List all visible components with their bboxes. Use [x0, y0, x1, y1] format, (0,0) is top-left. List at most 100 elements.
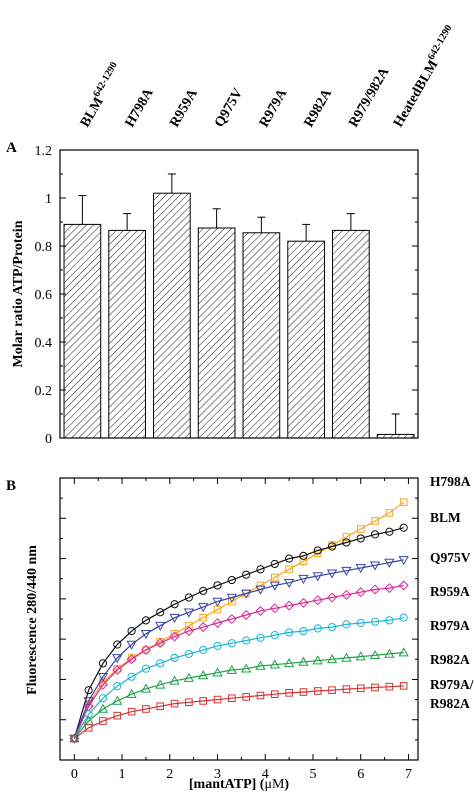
panel-a-y-axis-label: Molar ratio ATP/Protein	[11, 220, 26, 367]
panel-b-data-point	[283, 657, 295, 668]
panel-b-data-point	[212, 597, 223, 607]
panel-b-x-tick-label: 3	[214, 767, 221, 782]
panel-b-data-point	[226, 664, 237, 674]
panel-b-data-point	[341, 589, 352, 600]
panel-b-data-point	[127, 672, 136, 681]
panel-a-y-axis: 0 0.2 0.4 0.6 0.8 1 1.2	[35, 144, 418, 447]
panel-b-x-tick-label: 5	[309, 767, 316, 782]
panel-b-data-point	[141, 616, 151, 625]
panel-b-data-point	[156, 608, 165, 617]
panel-b-series-label: R979A/	[430, 677, 474, 692]
panel-b-data-point	[385, 682, 394, 691]
panel-b-data-point	[342, 538, 351, 547]
panel-b-data-point	[341, 566, 352, 576]
panel-a-category-label: BLM642-1290	[75, 60, 126, 130]
panel-b-letter: B	[6, 478, 16, 494]
panel-a-bar	[376, 433, 415, 439]
panel-b-series-label: R959A	[430, 584, 470, 599]
panel-b-data-point	[113, 640, 122, 649]
panel-b-data-point	[399, 613, 408, 622]
panel-b-data-point	[242, 570, 251, 579]
panel-b-data-point	[271, 690, 279, 699]
panel-b-data-point	[398, 580, 409, 591]
panel-b-data-point	[228, 694, 236, 703]
panel-a-bar	[197, 227, 236, 439]
panel-b-data-point	[212, 618, 223, 629]
panel-b-data-point	[113, 682, 122, 691]
panel-b-data-point	[97, 672, 109, 683]
panel-b-data-point	[199, 645, 208, 654]
panel-b-data-point	[285, 689, 293, 697]
panel-a-bar	[63, 223, 102, 439]
panel-b-data-point	[155, 679, 166, 689]
panel-b-data-point	[98, 694, 108, 703]
panel-a-category-label: R982A	[302, 86, 336, 130]
panel-b-data-point	[242, 693, 250, 701]
panel-b-data-point	[169, 613, 180, 623]
panel-b-data-point	[213, 641, 222, 650]
panel-b-fit-line	[73, 617, 404, 739]
panel-b-series-r979a	[70, 613, 408, 743]
panel-b-series-label: R979A	[430, 618, 470, 633]
panel-b-data-point	[384, 583, 395, 594]
panel-b-data-point	[141, 664, 151, 673]
panel-b-data-point	[256, 581, 265, 590]
panel-b-data-point	[142, 705, 150, 713]
panel-b-data-point	[356, 684, 365, 693]
panel-b-data-point	[398, 556, 409, 566]
panel-b-data-point	[126, 654, 137, 665]
panel-b-x-axis-label: [mantATP] (μM)	[189, 777, 290, 792]
panel-b-data-point	[184, 649, 193, 659]
panel-a-bar	[332, 229, 370, 439]
panel-b-data-point	[342, 685, 351, 693]
panel-b-data-point	[283, 578, 295, 589]
panel-a-y-tick-label: 0.6	[35, 288, 53, 303]
panel-b-data-point	[183, 626, 194, 637]
panel-b-data-point	[256, 633, 265, 642]
panel-b-data-point	[285, 628, 294, 637]
panel-b-data-point	[140, 683, 152, 693]
panel-b-data-point	[298, 597, 309, 608]
panel-b-data-point	[327, 622, 337, 632]
panel-b-data-point	[126, 640, 137, 650]
panel-b-series-q975v	[69, 556, 409, 744]
panel-b-series-labels: H798A BLM Q975V R959A R979A R982A R979A/R982A	[430, 474, 474, 711]
panel-b-data-point	[227, 575, 236, 585]
panel-b-fit-line	[73, 584, 404, 739]
panel-b-data-point	[313, 624, 322, 633]
panel-a-y-tick-label: 1	[45, 192, 52, 207]
panel-b-data-point	[84, 710, 93, 719]
panel-b-data-point	[356, 525, 365, 533]
panel-a-bar	[287, 240, 325, 439]
panel-b-data-point	[213, 695, 222, 704]
panel-a-y-tick-label: 0.8	[35, 240, 53, 255]
panel-b-series-r959a	[69, 580, 409, 744]
panel-b-data-point	[170, 600, 179, 609]
panel-b-data-point	[369, 561, 381, 571]
panel-b-fit-line	[73, 559, 404, 739]
panel-b-data-point	[70, 734, 79, 743]
panel-a-category-label: R979A	[257, 86, 291, 130]
panel-b-data-point	[370, 584, 381, 595]
panel-b-series-r979a-982a	[70, 682, 408, 743]
panel-b-data-point	[198, 670, 209, 680]
panel-b-data-point	[271, 573, 279, 582]
panel-a-y-tick-label: 0.2	[35, 384, 53, 399]
panel-b-data-point	[97, 679, 108, 690]
panel-a-category-label: HeatedBLM642-1290	[389, 23, 461, 130]
panel-b-x-tick-label: 0	[71, 767, 78, 782]
panel-b-data-point	[241, 609, 252, 620]
panel-b-data-point	[184, 593, 193, 602]
panel-b-series-h798a	[70, 498, 408, 743]
panel-b-data-point	[256, 565, 265, 574]
panel-b-series-r982a	[69, 647, 409, 743]
panel-b-data-point	[342, 533, 351, 541]
panel-b-data-point	[385, 527, 394, 536]
panel-b-data-point	[399, 523, 408, 532]
panel-b-data-point	[142, 646, 150, 654]
panel-b-data-point	[269, 603, 280, 614]
panel-b-data-point	[255, 660, 266, 670]
panel-b-data-point	[199, 697, 207, 705]
